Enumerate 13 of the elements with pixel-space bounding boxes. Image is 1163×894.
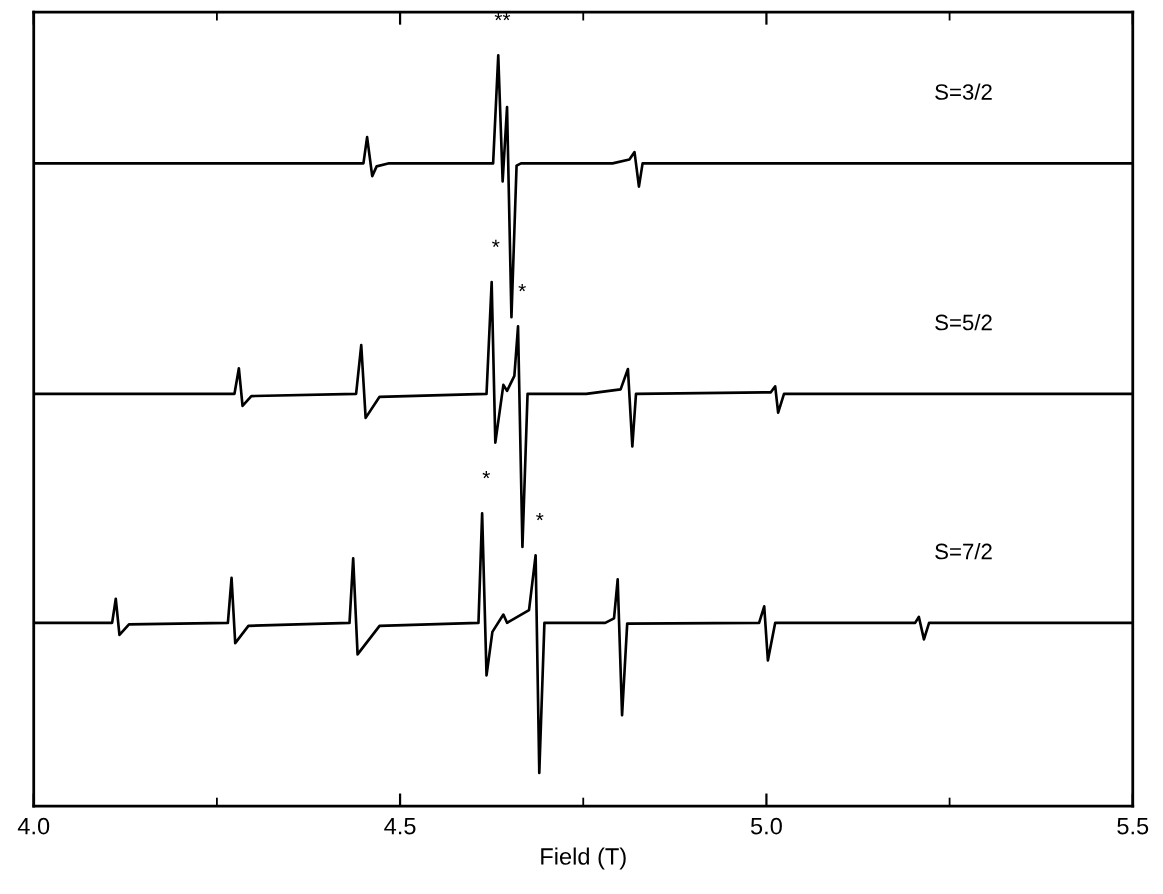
text: S=7/2 (935, 543, 992, 560)
text: S=5/2 (935, 314, 992, 331)
x-axis-title: Field (T) (541, 847, 626, 870)
text: S=3/2 (935, 83, 992, 100)
annotation: * (482, 470, 491, 479)
annotation: * (518, 283, 526, 292)
x-tick-label: 4.5 (384, 818, 416, 835)
annotation: ** (494, 12, 511, 21)
annotation: * (536, 512, 544, 521)
annotation: * (492, 239, 500, 247)
x-tick-label: 5.5 (1117, 818, 1149, 835)
x-tick-label: 5.0 (750, 817, 782, 835)
x-tick-label: 4.0 (17, 817, 50, 835)
